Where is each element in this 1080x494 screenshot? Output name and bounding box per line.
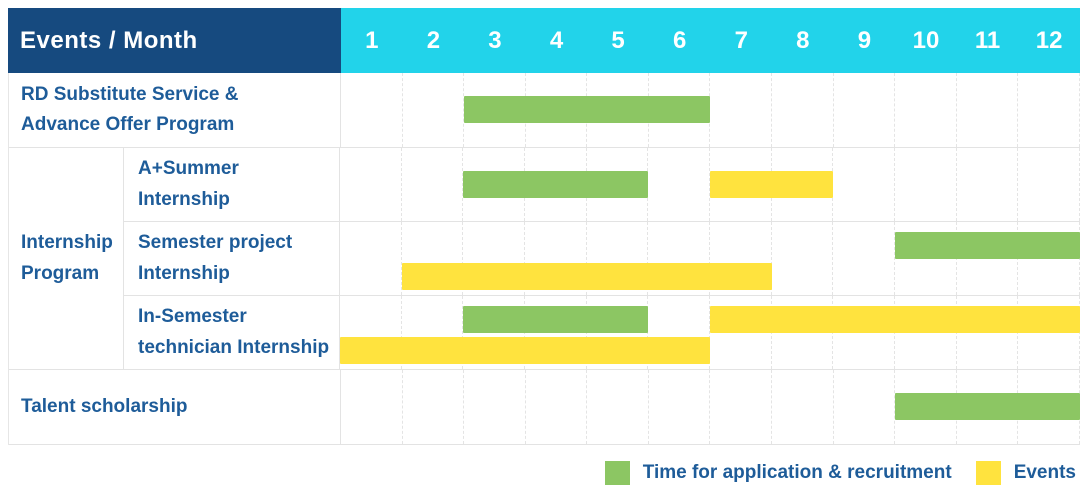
gantt-bar-application [464, 96, 711, 123]
month-grid-cell [834, 370, 896, 444]
month-grid-cell [648, 296, 711, 369]
month-header-cell: 5 [611, 26, 625, 54]
row-label-line: technician Internship [138, 336, 330, 358]
month-grid-cell [403, 370, 465, 444]
month-grid-cell [1018, 73, 1080, 147]
month-grid-cell [957, 73, 1019, 147]
month-header-cell: 2 [426, 26, 441, 54]
gantt-bar-events [710, 170, 834, 198]
month-header-cell: 12 [1035, 26, 1063, 54]
month-grid-cell [340, 296, 402, 369]
legend-item: Time for application & recruitment [604, 461, 952, 485]
month-grid-cell [1018, 148, 1080, 221]
month-grid-cell [772, 73, 834, 147]
month-grid-cell [526, 370, 588, 444]
legend-swatch-application [604, 461, 630, 485]
month-grid-cell [402, 296, 464, 369]
legend-label: Time for application & recruitment [642, 462, 952, 483]
gantt-bar-events [401, 263, 772, 290]
month-grid-cell [402, 222, 464, 295]
month-grid-cell [340, 148, 402, 221]
timeline [340, 222, 1080, 295]
month-grid-cell [772, 370, 834, 444]
table-header-row: Events / Month 1 2 3 4 5 6 7 8 9 10 11 12 [8, 8, 1080, 73]
month-header-cell: 7 [734, 26, 748, 54]
month-grid-cell [710, 73, 773, 147]
month-grid-cell [772, 222, 834, 295]
legend-swatch-events [975, 461, 1001, 485]
month-grid-cell [649, 370, 711, 444]
month-grid-cell [648, 222, 711, 295]
month-grid-cell [895, 73, 957, 147]
sub-row-label: Semester project Internship [124, 222, 340, 295]
row-label-line: A+Summer [138, 158, 239, 180]
gantt-bar-application [463, 170, 649, 198]
row-label-line: Semester project [138, 232, 293, 254]
month-header-cell: 8 [796, 26, 810, 54]
gantt-table: Events / Month 1 2 3 4 5 6 7 8 9 10 11 12 RD Substi… [8, 8, 1080, 445]
month-grid-cell [463, 222, 526, 295]
month-header-cell: 9 [857, 26, 872, 54]
month-header: 1 2 3 4 5 6 7 8 9 10 11 12 [341, 8, 1080, 73]
group-label: Internship Program [9, 148, 124, 370]
month-grid-cell [957, 148, 1019, 221]
row-group: Internship Program A+Summer Internship Semes… [9, 148, 1080, 370]
legend-label: Events [1013, 462, 1076, 483]
row-label-line: Internship [21, 232, 113, 254]
timeline [341, 73, 1080, 147]
month-grid-cell [525, 222, 587, 295]
month-header-cell: 1 [365, 26, 379, 54]
sub-row-label: A+Summer Internship [124, 148, 340, 221]
row-label-line: Advance Offer Program [21, 114, 235, 135]
row-label-line: Internship [138, 262, 230, 284]
month-grid-cell [402, 148, 464, 221]
table-row: Semester project Internship [124, 222, 1080, 296]
gantt-bar-application [895, 232, 1080, 259]
legend-item: Events [975, 461, 1076, 485]
row-label: Talent scholarship [9, 370, 341, 444]
row-label-line: In-Semester [138, 306, 247, 328]
gantt-bar-application [463, 306, 649, 333]
month-grid-cell [895, 148, 957, 221]
month-grid-cell [587, 222, 649, 295]
gantt-bar-events [710, 306, 1080, 333]
row-label-line: Talent scholarship [21, 395, 188, 417]
month-grid-cell [340, 222, 402, 295]
table-row: In-Semester technician Internship [124, 296, 1080, 370]
timeline [340, 296, 1080, 369]
gantt-bar-application [895, 393, 1080, 420]
table-row: A+Summer Internship [124, 148, 1080, 222]
month-grid-cell [834, 73, 896, 147]
month-grid-cell [403, 73, 465, 147]
sub-row-label: In-Semester technician Internship [124, 296, 340, 369]
month-grid-cell [710, 222, 772, 295]
month-header-cell: 6 [673, 26, 687, 54]
table-row: RD Substitute Service & Advance Offer Pro… [9, 73, 1080, 148]
month-grid-cell [648, 148, 711, 221]
table-row: Talent scholarship [9, 370, 1080, 445]
timeline [340, 148, 1080, 221]
month-grid-cell [341, 73, 403, 147]
month-grid-cell [464, 370, 526, 444]
timeline [341, 370, 1080, 444]
month-grid-cell [833, 222, 896, 295]
month-grid-cell [587, 370, 649, 444]
month-header-cell: 3 [488, 26, 502, 54]
corner-header: Events / Month [8, 8, 341, 73]
row-label-line: Internship [138, 188, 230, 210]
gantt-bar-events [340, 337, 710, 364]
table-body: RD Substitute Service & Advance Offer Pro… [8, 73, 1080, 445]
month-grid-cell [833, 148, 896, 221]
month-grid-cell [341, 370, 403, 444]
row-label-line: RD Substitute Service & [21, 83, 239, 105]
month-header-cell: 4 [549, 26, 564, 54]
month-header-cell: 10 [912, 26, 940, 54]
legend: Time for application & recruitment Events [604, 458, 1076, 488]
month-grid-cell [710, 370, 773, 444]
row-label-line: Program [21, 262, 100, 284]
month-header-cell: 11 [974, 26, 1001, 54]
row-label: RD Substitute Service & Advance Offer Pro… [9, 73, 341, 147]
sub-rows: A+Summer Internship Semester project Intern… [124, 148, 1080, 370]
